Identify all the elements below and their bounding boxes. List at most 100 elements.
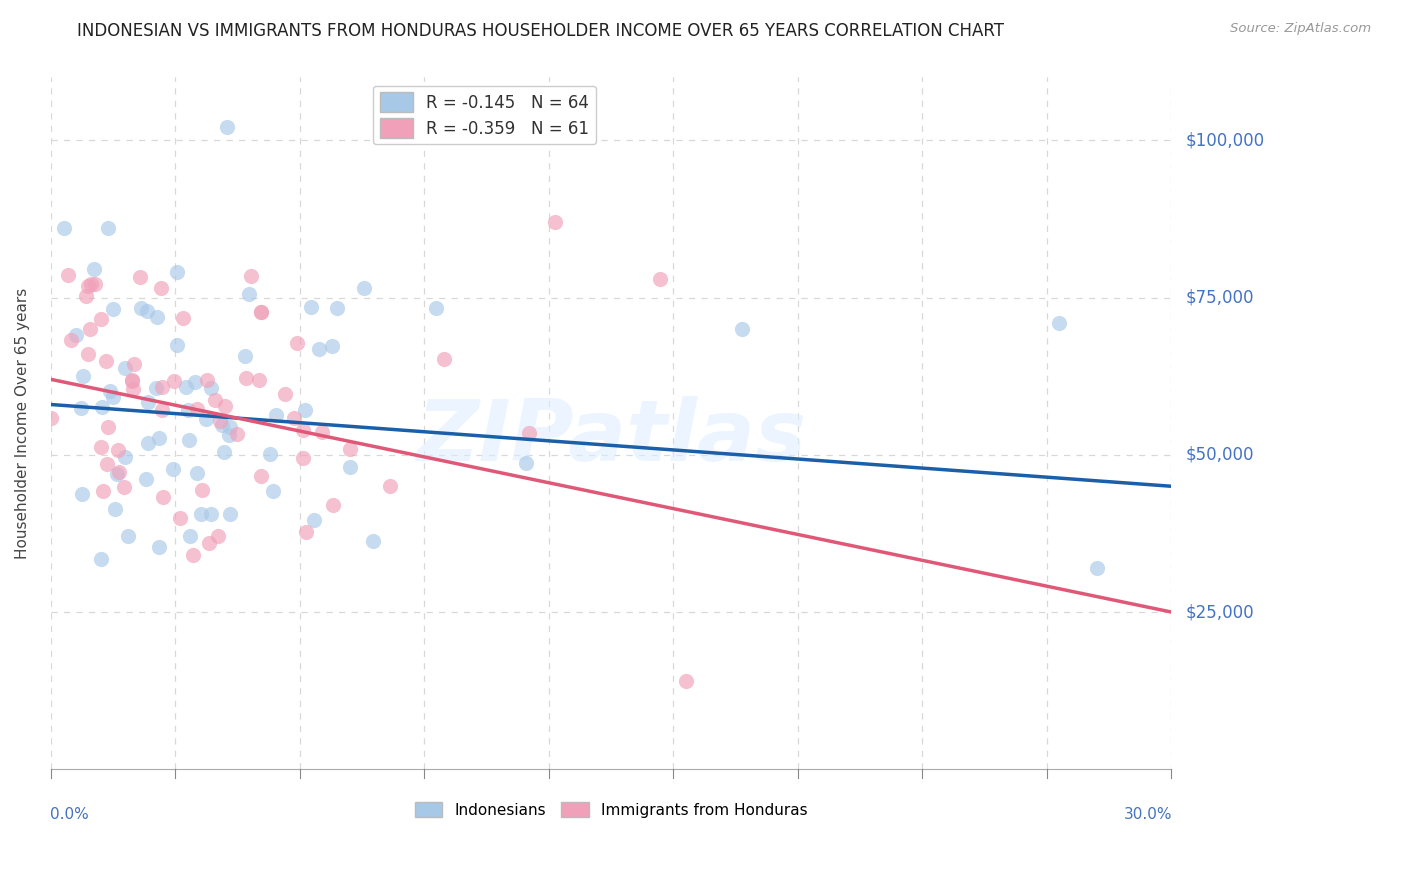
Point	[1085, 561, 1108, 575]
Point	[80, 277, 103, 291]
Point	[218, 507, 240, 521]
Point	[285, 335, 308, 350]
Point	[322, 498, 344, 512]
Point	[70, 487, 93, 501]
Point	[191, 483, 214, 498]
Point	[101, 390, 124, 404]
Point	[129, 270, 152, 285]
Point	[195, 412, 218, 426]
Point	[184, 375, 207, 389]
Point	[239, 269, 262, 284]
Point	[83, 261, 105, 276]
Text: Source: ZipAtlas.com: Source: ZipAtlas.com	[1230, 22, 1371, 36]
Point	[211, 417, 233, 432]
Point	[235, 371, 257, 385]
Point	[262, 484, 284, 499]
Point	[259, 447, 281, 461]
Point	[114, 450, 136, 465]
Point	[59, 334, 82, 348]
Point	[304, 513, 326, 527]
Point	[146, 310, 169, 324]
Point	[353, 281, 375, 295]
Point	[294, 402, 316, 417]
Point	[226, 427, 249, 442]
Point	[200, 507, 222, 521]
Point	[77, 279, 100, 293]
Point	[1047, 316, 1070, 330]
Point	[249, 469, 271, 483]
Point	[177, 403, 200, 417]
Point	[79, 321, 101, 335]
Point	[339, 442, 361, 457]
Point	[299, 300, 322, 314]
Point	[172, 310, 194, 325]
Point	[96, 457, 118, 471]
Point	[363, 534, 385, 549]
Point	[166, 265, 188, 279]
Point	[283, 411, 305, 425]
Point	[204, 392, 226, 407]
Point	[515, 456, 537, 470]
Point	[648, 271, 671, 285]
Point	[250, 305, 273, 319]
Point	[112, 480, 135, 494]
Point	[117, 529, 139, 543]
Point	[378, 479, 401, 493]
Point	[136, 304, 159, 318]
Point	[675, 674, 697, 689]
Point	[321, 339, 343, 353]
Point	[218, 420, 240, 434]
Point	[76, 289, 98, 303]
Point	[76, 347, 98, 361]
Point	[233, 349, 256, 363]
Point	[214, 399, 236, 413]
Point	[291, 451, 314, 466]
Point	[339, 459, 361, 474]
Point	[135, 472, 157, 486]
Text: 0.0%: 0.0%	[49, 807, 89, 822]
Point	[264, 408, 287, 422]
Text: $75,000: $75,000	[1185, 289, 1254, 307]
Text: ZIPatlas: ZIPatlas	[416, 396, 806, 479]
Point	[72, 369, 94, 384]
Point	[90, 400, 112, 414]
Point	[150, 402, 173, 417]
Point	[90, 312, 112, 326]
Point	[69, 401, 91, 416]
Point	[274, 386, 297, 401]
Point	[39, 411, 62, 425]
Point	[207, 529, 229, 543]
Point	[166, 338, 188, 352]
Point	[517, 426, 540, 441]
Point	[195, 373, 218, 387]
Point	[65, 328, 87, 343]
Point	[198, 536, 221, 550]
Point	[124, 357, 146, 371]
Point	[105, 467, 128, 481]
Point	[308, 343, 330, 357]
Point	[247, 374, 270, 388]
Point	[162, 461, 184, 475]
Point	[311, 425, 333, 439]
Point	[122, 382, 145, 396]
Point	[218, 428, 240, 442]
Point	[150, 380, 173, 394]
Point	[94, 354, 117, 368]
Point	[121, 373, 143, 387]
Point	[181, 549, 204, 563]
Point	[208, 414, 231, 428]
Point	[212, 445, 235, 459]
Point	[121, 374, 143, 388]
Point	[544, 215, 567, 229]
Point	[104, 502, 127, 516]
Point	[97, 420, 120, 434]
Point	[97, 221, 120, 235]
Point	[98, 384, 121, 399]
Point	[186, 467, 208, 481]
Point	[83, 277, 105, 291]
Text: $100,000: $100,000	[1185, 131, 1264, 149]
Point	[149, 281, 172, 295]
Legend: Indonesians, Immigrants from Honduras: Indonesians, Immigrants from Honduras	[409, 796, 814, 824]
Point	[238, 286, 260, 301]
Point	[53, 221, 76, 235]
